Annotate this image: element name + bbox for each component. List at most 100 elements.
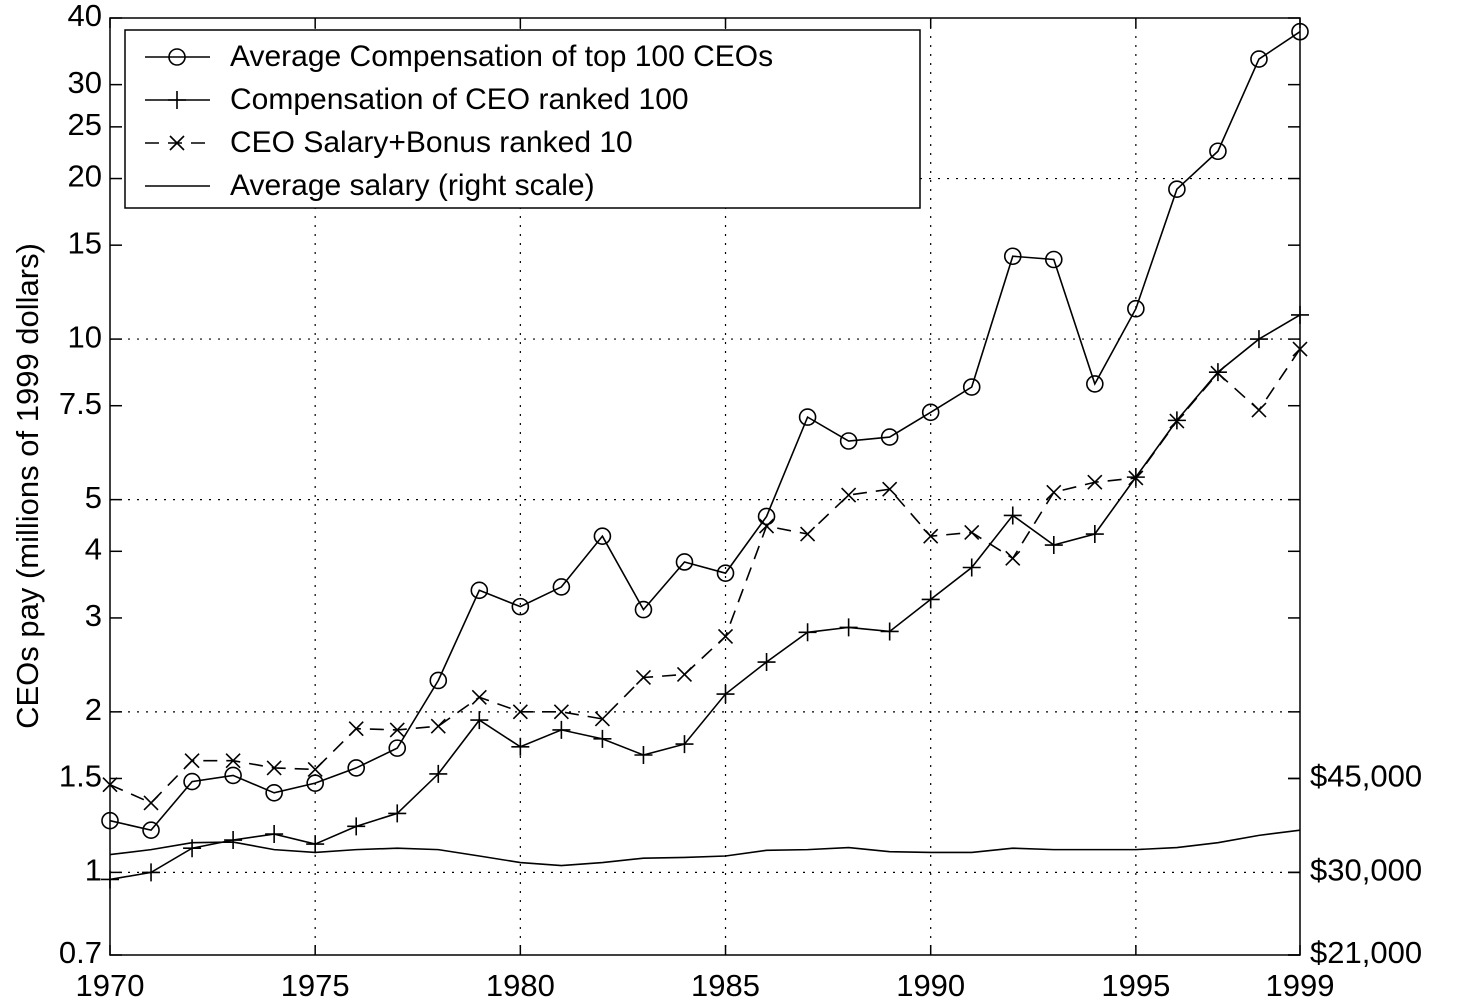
marker <box>471 689 487 705</box>
y2-tick-label: $45,000 <box>1310 759 1422 794</box>
y-axis-label: CEOs pay (millions of 1999 dollars) <box>10 243 45 729</box>
y-tick-label: 2 <box>85 692 102 727</box>
x-tick-label: 1985 <box>691 968 760 1003</box>
x-tick-label: 1990 <box>896 968 965 1003</box>
marker <box>1168 180 1186 199</box>
marker <box>347 759 366 777</box>
y-tick-label: 3 <box>85 598 102 633</box>
marker <box>594 711 610 727</box>
marker <box>1085 525 1104 544</box>
marker <box>921 403 940 422</box>
x-tick-label: 1975 <box>281 968 350 1003</box>
marker <box>430 718 446 734</box>
marker <box>839 432 858 450</box>
marker <box>102 777 118 793</box>
marker <box>1003 506 1022 525</box>
marker <box>798 408 817 426</box>
legend-label: Average salary (right scale) <box>230 169 595 202</box>
y-tick-label: 0.7 <box>59 935 102 970</box>
marker <box>168 48 186 66</box>
marker <box>184 753 200 769</box>
marker <box>470 581 489 600</box>
marker <box>388 804 407 823</box>
series-line <box>109 314 1301 881</box>
marker <box>1169 413 1185 429</box>
y2-tick-label: $30,000 <box>1310 853 1422 888</box>
y-tick-label: 40 <box>68 0 102 33</box>
marker <box>1250 50 1268 68</box>
marker <box>1046 484 1062 500</box>
marker <box>552 720 571 739</box>
y-tick-label: 25 <box>68 107 102 142</box>
marker <box>512 704 528 720</box>
series-line <box>109 31 1301 832</box>
marker <box>348 721 364 737</box>
y-tick-label: 1 <box>85 853 102 888</box>
marker <box>224 766 242 785</box>
marker <box>142 821 160 839</box>
marker <box>307 761 323 777</box>
marker <box>553 704 569 720</box>
marker <box>921 590 940 609</box>
marker <box>1127 299 1145 318</box>
marker <box>101 811 119 830</box>
marker <box>798 623 817 642</box>
legend: Average Compensation of top 100 CEOs Comp… <box>124 29 921 209</box>
marker <box>1292 341 1308 357</box>
marker <box>634 600 653 619</box>
marker <box>306 774 324 792</box>
marker <box>183 772 201 791</box>
legend-label: Average Compensation of top 100 CEOs <box>230 40 773 73</box>
marker <box>143 795 159 811</box>
marker <box>224 831 243 850</box>
marker <box>1128 470 1144 486</box>
marker <box>1044 536 1063 555</box>
marker <box>1291 22 1309 41</box>
marker <box>266 760 282 776</box>
marker <box>429 764 448 783</box>
y2-tick-label: $21,000 <box>1310 935 1422 970</box>
marker <box>923 528 939 544</box>
marker <box>101 870 119 889</box>
marker <box>1251 402 1267 418</box>
marker <box>758 518 775 534</box>
marker <box>1291 305 1309 324</box>
series-line <box>109 348 1301 804</box>
y-tick-label: 5 <box>85 480 102 515</box>
x-tick-label: 1999 <box>1266 968 1335 1003</box>
marker <box>265 784 283 802</box>
marker <box>265 825 284 844</box>
marker <box>1086 375 1104 393</box>
marker <box>635 669 652 686</box>
marker <box>225 753 241 769</box>
marker <box>511 597 530 616</box>
y-tick-label: 20 <box>68 159 102 194</box>
marker <box>880 428 899 446</box>
x-tick-label: 1995 <box>1101 968 1170 1003</box>
y-tick-label: 1.5 <box>59 759 102 794</box>
y-tick-label: 7.5 <box>59 386 102 421</box>
marker <box>511 737 530 756</box>
marker <box>716 564 735 582</box>
marker <box>142 863 161 882</box>
marker <box>1044 250 1063 269</box>
marker <box>800 526 816 542</box>
marker <box>839 618 858 637</box>
marker <box>757 653 776 672</box>
marker <box>716 685 735 704</box>
marker <box>429 671 448 690</box>
marker <box>347 817 366 836</box>
series-line <box>109 829 1301 867</box>
marker <box>169 135 185 151</box>
marker <box>880 622 899 641</box>
marker <box>470 711 489 730</box>
legend-box <box>124 29 921 209</box>
marker <box>676 666 693 683</box>
plot-frame <box>109 17 1301 956</box>
y-tick-label: 10 <box>68 319 102 354</box>
marker <box>841 487 857 503</box>
marker <box>1087 474 1103 490</box>
x-tick-label: 1980 <box>486 968 555 1003</box>
marker <box>1003 247 1022 266</box>
